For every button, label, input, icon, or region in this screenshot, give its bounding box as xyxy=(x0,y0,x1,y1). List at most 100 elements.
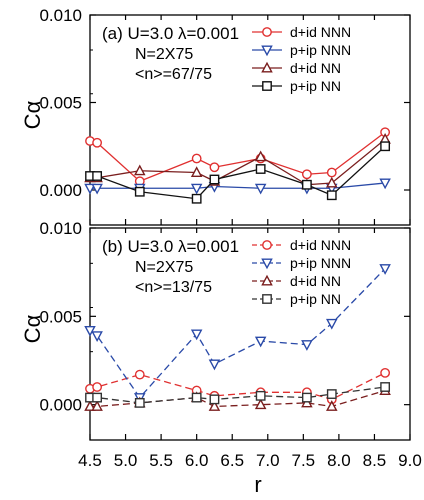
series-line xyxy=(90,389,386,408)
data-point xyxy=(134,398,145,408)
x-tick-label: 6.0 xyxy=(185,451,209,470)
legend-item: p+ip NNN xyxy=(252,255,351,271)
legend-item: d+id NN xyxy=(252,60,341,76)
y-axis-label: Cα xyxy=(20,100,45,129)
data-point xyxy=(84,325,96,337)
data-point xyxy=(326,318,338,330)
data-point xyxy=(208,400,221,411)
data-point xyxy=(190,166,203,178)
series-line xyxy=(90,138,386,186)
x-tick-label: 5.5 xyxy=(149,451,173,470)
legend-label: p+ip NNN xyxy=(290,255,351,271)
data-point xyxy=(91,183,103,195)
series-p-ip-nn xyxy=(85,141,391,204)
panel-label-line-1: (a) U=3.0 λ=0.001 xyxy=(102,24,239,43)
data-point xyxy=(92,171,103,181)
legend-marker xyxy=(261,258,273,270)
legend-label: d+id NN xyxy=(290,273,341,289)
series-p-ip-nnn xyxy=(84,178,391,195)
x-tick-label: 4.5 xyxy=(78,451,102,470)
data-point xyxy=(191,153,202,164)
x-tick-label: 6.5 xyxy=(220,451,244,470)
data-point xyxy=(380,382,391,392)
data-point xyxy=(326,389,337,399)
x-axis-label: r xyxy=(254,472,261,495)
legend-marker xyxy=(262,240,272,250)
legend-marker xyxy=(262,294,272,304)
data-point xyxy=(209,174,220,185)
x-tick-label: 5.0 xyxy=(114,451,138,470)
legend-item: p+ip NN xyxy=(252,78,341,94)
series-line xyxy=(89,372,386,401)
data-point xyxy=(301,179,312,190)
x-tick-label: 8.0 xyxy=(327,451,351,470)
panel-label-line-2: N=2X75 xyxy=(135,259,193,276)
data-point xyxy=(84,400,96,411)
data-point xyxy=(208,359,221,371)
legend-marker xyxy=(261,45,273,57)
legend: d+id NNN p+ip NNN d+id NN p+ip NN xyxy=(252,24,351,94)
data-point xyxy=(209,162,220,173)
panel-label-line-3: <n>=13/75 xyxy=(135,279,212,296)
panel-label-line-1: (b) U=3.0 λ=0.001 xyxy=(102,237,239,256)
series-d-id-nnn xyxy=(85,127,391,187)
y-tick-label: 0.005 xyxy=(39,307,82,326)
data-point xyxy=(92,382,103,392)
legend-label: p+ip NN xyxy=(290,78,341,94)
data-point xyxy=(209,394,220,405)
data-point xyxy=(191,392,202,403)
plot-frame xyxy=(89,14,411,226)
legend: d+id NNN p+ip NNN d+id NN p+ip NN xyxy=(252,237,351,307)
data-point xyxy=(326,190,337,201)
data-point xyxy=(190,329,203,341)
data-point xyxy=(326,400,338,411)
data-point xyxy=(380,141,391,152)
data-point xyxy=(301,169,312,180)
panel-label-line-2: N=2X75 xyxy=(135,46,193,63)
legend-item: p+ip NN xyxy=(252,291,341,307)
series-p-ip-nnn xyxy=(84,264,391,404)
x-tick-label: 9.0 xyxy=(398,451,422,470)
y-tick-label: 0.010 xyxy=(39,6,82,25)
x-tick-label: 8.5 xyxy=(363,451,387,470)
legend-label: p+ip NNN xyxy=(290,42,351,58)
y-axis-label: Cα xyxy=(20,314,45,343)
legend-label: d+id NNN xyxy=(290,24,351,40)
data-point xyxy=(301,392,312,403)
legend-marker xyxy=(262,81,272,91)
data-point xyxy=(255,164,266,174)
legend-item: d+id NN xyxy=(252,273,341,289)
data-point xyxy=(134,164,146,176)
data-point xyxy=(92,137,103,148)
x-tick-label: 7.5 xyxy=(292,451,316,470)
data-point xyxy=(191,193,202,204)
data-point xyxy=(134,186,145,197)
data-point xyxy=(380,367,391,378)
panel-label-line-3: <n>=67/75 xyxy=(135,66,212,83)
data-point xyxy=(301,340,313,351)
series-d-id-nnn xyxy=(85,367,391,405)
series-line xyxy=(90,145,386,200)
y-tick-label: 0.010 xyxy=(39,219,82,238)
panel-b: 0.000 0.005 0.010 4.5 5.0 5.5 6.0 6.5 7.0 7.5 8.0 8… xyxy=(20,219,422,497)
data-point xyxy=(254,398,267,410)
data-point xyxy=(255,390,266,401)
legend-item: d+id NNN xyxy=(252,237,351,253)
legend-label: d+id NNN xyxy=(290,237,351,253)
data-point xyxy=(254,150,267,162)
y-tick-label: 0.000 xyxy=(39,396,82,415)
data-point xyxy=(91,400,103,411)
x-tick-label: 7.0 xyxy=(256,451,280,470)
y-tick-label: 0.005 xyxy=(39,94,82,113)
series-p-ip-nn xyxy=(85,382,391,408)
legend-item: d+id NNN xyxy=(252,24,351,40)
data-point xyxy=(91,331,103,343)
data-point xyxy=(326,167,337,178)
data-point xyxy=(84,183,96,195)
legend-marker xyxy=(261,61,273,73)
legend-marker xyxy=(261,274,273,286)
legend-label: d+id NN xyxy=(290,60,341,76)
legend-label: p+ip NN xyxy=(290,291,341,307)
